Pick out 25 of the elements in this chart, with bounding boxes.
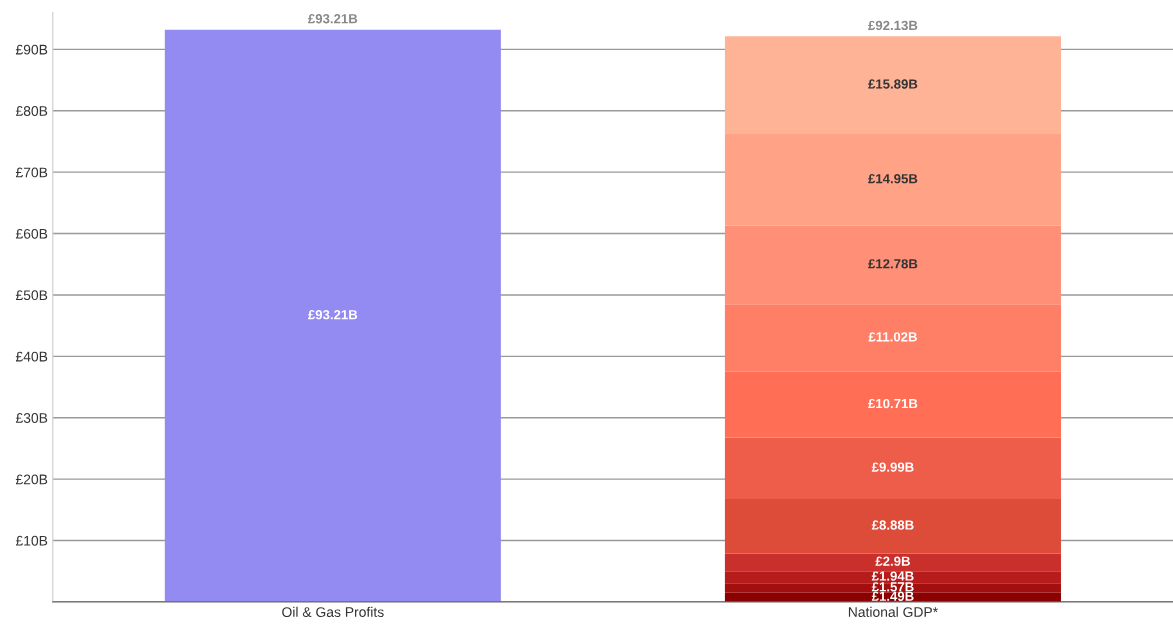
data-label: £10.71B [868, 398, 918, 409]
y-tick-label: £20B [15, 474, 48, 485]
data-label: £2.9B [875, 556, 910, 566]
data-label: £93.21B [308, 309, 358, 320]
y-tick-label: £80B [15, 106, 48, 116]
data-label: £1.57B [871, 582, 914, 592]
x-tick-label: National GDP* [848, 606, 938, 617]
data-label: £9.99B [871, 462, 914, 472]
y-tick-label: £40B [15, 351, 48, 362]
total-label: £92.13B [868, 20, 918, 31]
y-tick-label: £50B [15, 290, 48, 301]
data-label: £15.89B [868, 79, 918, 89]
data-label: £8.88B [871, 520, 914, 530]
data-label: £14.95B [868, 174, 918, 184]
y-tick-label: £60B [15, 228, 48, 239]
y-tick-label: £90B [15, 44, 48, 55]
y-tick-label: £30B [15, 413, 48, 423]
data-label: £12.78B [868, 259, 918, 269]
data-label: £11.02B [868, 332, 917, 342]
y-tick-label: £10B [15, 535, 48, 546]
data-label: £1.94B [871, 571, 914, 581]
y-tick-label: £70B [15, 167, 48, 178]
data-label: £1.49B [871, 591, 914, 601]
total-label: £93.21B [308, 14, 358, 24]
x-tick-label: Oil & Gas Profits [282, 606, 384, 617]
